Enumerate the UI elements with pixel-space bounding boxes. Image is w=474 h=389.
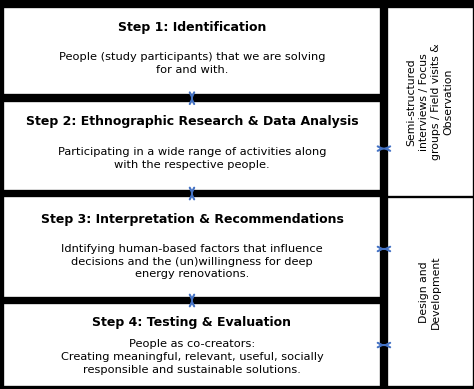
Text: Semi-structured
interviews / Focus
groups / Field visits &
Observation: Semi-structured interviews / Focus group… — [407, 44, 454, 160]
FancyBboxPatch shape — [5, 103, 379, 189]
Text: People as co-creators:
Creating meaningful, relevant, useful, socially
responsib: People as co-creators: Creating meaningf… — [61, 339, 323, 375]
FancyBboxPatch shape — [5, 9, 379, 93]
Text: Step 2: Ethnographic Research & Data Analysis: Step 2: Ethnographic Research & Data Ana… — [26, 116, 358, 128]
Text: Step 1: Identification: Step 1: Identification — [118, 21, 266, 34]
Text: People (study participants) that we are solving
for and with.: People (study participants) that we are … — [59, 52, 325, 75]
FancyBboxPatch shape — [389, 9, 472, 195]
FancyBboxPatch shape — [5, 198, 379, 296]
Text: Step 4: Testing & Evaluation: Step 4: Testing & Evaluation — [92, 316, 292, 329]
Text: Step 3: Interpretation & Recommendations: Step 3: Interpretation & Recommendations — [41, 213, 343, 226]
Text: Idntifying human-based factors that influence
decisions and the (un)willingness : Idntifying human-based factors that infl… — [61, 244, 323, 279]
FancyBboxPatch shape — [389, 199, 472, 385]
Text: Participating in a wide range of activities along
with the respective people.: Participating in a wide range of activit… — [58, 147, 326, 170]
FancyBboxPatch shape — [5, 305, 379, 385]
Text: Design and
Development: Design and Development — [419, 256, 441, 329]
